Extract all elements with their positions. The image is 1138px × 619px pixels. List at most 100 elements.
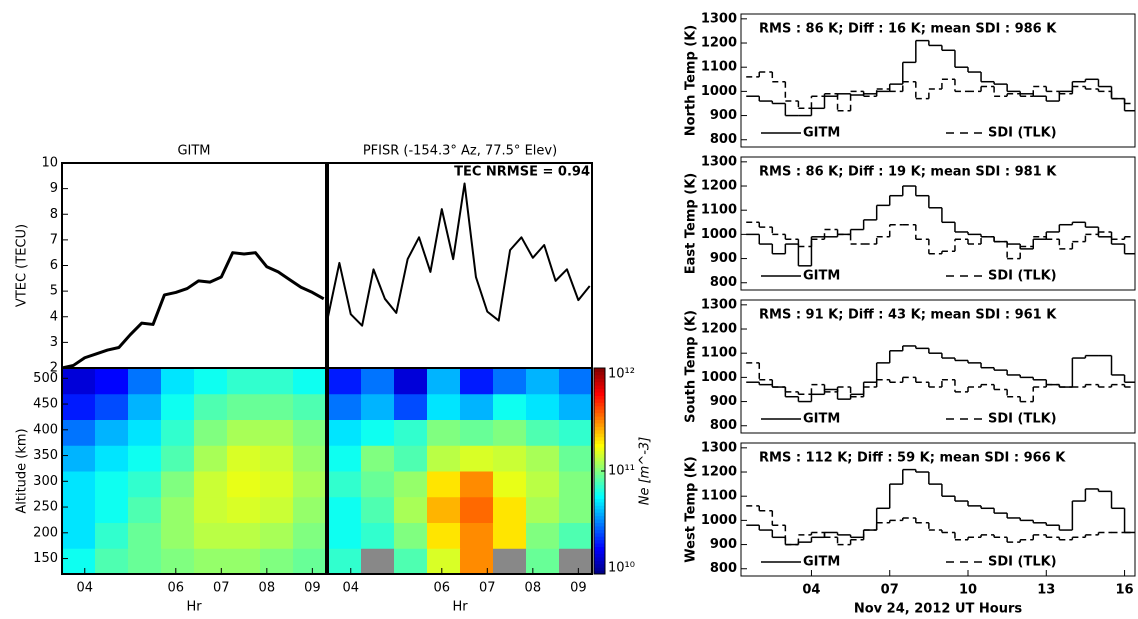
heat-cell xyxy=(526,522,560,549)
heat-cell xyxy=(460,522,494,549)
heat-cell xyxy=(293,522,327,549)
y-tick-label: 1000 xyxy=(701,84,737,99)
colorbar-strip xyxy=(594,553,605,558)
heat-cell xyxy=(460,393,494,420)
heat-cell xyxy=(559,496,593,523)
colorbar-strip xyxy=(594,429,605,434)
heat-cell xyxy=(394,496,428,523)
colorbar-strip xyxy=(594,453,605,458)
y-tick-label: 2 xyxy=(50,361,58,376)
y-tick-label: 400 xyxy=(33,422,58,437)
y-tick-label: 9 xyxy=(50,181,58,196)
y-tick-label: 250 xyxy=(33,500,58,515)
colorbar-strip xyxy=(594,512,605,517)
heat-cell xyxy=(95,419,129,446)
heat-cell xyxy=(361,393,395,420)
heat-cell xyxy=(227,496,261,523)
y-tick-label: 450 xyxy=(33,397,58,412)
heat-cell xyxy=(427,368,461,395)
heat-cell xyxy=(62,368,96,395)
heat-cell xyxy=(227,419,261,446)
heat-cell xyxy=(526,445,560,472)
x-tick-label: 10 xyxy=(959,583,977,598)
heat-cell xyxy=(493,445,527,472)
heat-cell xyxy=(161,368,195,395)
colorbar-strip xyxy=(594,436,605,441)
heat-cell xyxy=(526,496,560,523)
heat-cell xyxy=(194,419,228,446)
heat-cell xyxy=(427,393,461,420)
y-tick-label: 1100 xyxy=(701,489,737,504)
heat-cell xyxy=(194,393,228,420)
y-tick-label: 6 xyxy=(50,258,58,273)
heat-cell xyxy=(95,548,129,575)
heat-cell xyxy=(260,496,294,523)
colorbar-strip xyxy=(594,398,605,403)
heat-cell xyxy=(427,522,461,549)
heat-cell xyxy=(95,445,129,472)
heat-cell xyxy=(194,522,228,549)
heat-cell xyxy=(227,368,261,395)
y-tick-label: 1300 xyxy=(701,11,737,26)
annotation: RMS : 86 K; Diff : 19 K; mean SDI : 981 … xyxy=(759,165,1057,180)
heat-cell xyxy=(361,368,395,395)
legend-label: GITM xyxy=(803,126,840,141)
heat-cell xyxy=(328,445,362,472)
panel: 150 200 250 300 350 400 450 500 04 06 07 08 09 Hr Alti… xyxy=(15,367,327,615)
heat-cell xyxy=(526,471,560,498)
y-axis-label: West Temp (K) xyxy=(684,456,699,562)
y-tick-label: 350 xyxy=(33,448,58,463)
heat-cell xyxy=(62,496,96,523)
heat-cell xyxy=(460,368,494,395)
colorbar-strip xyxy=(594,495,605,499)
heat-cell xyxy=(293,393,327,420)
x-axis-label: Hr xyxy=(452,600,468,615)
missing-cell xyxy=(361,548,395,575)
heat-cell xyxy=(128,471,162,498)
colorbar-strip xyxy=(594,416,605,420)
heat-cell xyxy=(62,548,96,575)
heat-cell xyxy=(194,496,228,523)
x-tick-label: 16 xyxy=(1116,583,1134,598)
legend-label: SDI (TLK) xyxy=(988,269,1057,284)
heat-cell xyxy=(328,393,362,420)
colorbar-strip xyxy=(594,374,605,379)
heat-cell xyxy=(328,522,362,549)
heat-cell xyxy=(194,471,228,498)
heat-cell xyxy=(260,445,294,472)
heat-cell xyxy=(161,393,195,420)
legend-label: SDI (TLK) xyxy=(988,126,1057,141)
colorbar-tick-label: 10¹⁰ xyxy=(608,561,635,576)
heat-cell xyxy=(328,548,362,575)
y-tick-label: 800 xyxy=(710,418,737,433)
colorbar-label: Ne [m^-3] xyxy=(638,437,653,506)
heat-cell xyxy=(493,368,527,395)
y-tick-label: 900 xyxy=(710,394,737,409)
heat-cell xyxy=(526,368,560,395)
heat-cell xyxy=(460,419,494,446)
series-line xyxy=(327,182,591,327)
colorbar-strip xyxy=(594,536,605,541)
x-tick-label: 09 xyxy=(570,581,587,596)
heat-cell xyxy=(293,368,327,395)
colorbar-strip xyxy=(594,567,605,572)
heat-cell xyxy=(227,548,261,575)
panel: 800 900 1000 1100 1200 1300 04 07 10 13 16 Nov 24, … xyxy=(684,440,1136,617)
heat-cell xyxy=(293,419,327,446)
heat-cell xyxy=(194,548,228,575)
y-tick-label: 5 xyxy=(50,284,58,299)
y-tick-label: 8 xyxy=(50,207,58,222)
plot-frame xyxy=(61,162,327,369)
heat-cell xyxy=(526,393,560,420)
heat-cell xyxy=(493,496,527,523)
y-tick-label: 3 xyxy=(50,335,58,350)
heat-cell xyxy=(260,393,294,420)
y-axis-label: East Temp (K) xyxy=(684,173,699,274)
y-tick-label: 1200 xyxy=(701,322,737,337)
y-tick-label: 900 xyxy=(710,108,737,123)
plot-frame xyxy=(61,367,327,575)
x-axis-label: Hr xyxy=(186,600,202,615)
